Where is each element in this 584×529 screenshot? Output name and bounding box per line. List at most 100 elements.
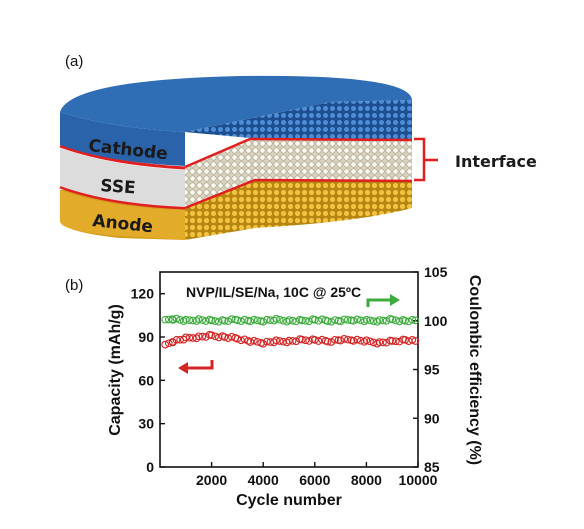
capacity-point (233, 334, 242, 343)
efficiency-point (298, 316, 306, 325)
efficiency-point (362, 315, 371, 324)
efficiency-point (331, 316, 339, 324)
left-tick-label: 120 (131, 286, 155, 302)
capacity-point (272, 336, 280, 345)
capacity-point (270, 338, 278, 347)
capacity-point (336, 336, 345, 345)
efficiency-point (192, 317, 201, 325)
anode-layer (60, 190, 185, 240)
efficiency-point (395, 317, 404, 326)
efficiency-point (292, 317, 301, 326)
capacity-point (391, 337, 400, 346)
efficiency-point (411, 316, 420, 325)
left-tick-label: 90 (138, 329, 154, 345)
capacity-point (411, 337, 420, 345)
capacity-point (161, 340, 170, 349)
cycling-chart: 2000 4000 6000 8000 10000 0 30 60 90 120 85 90 95 1… (107, 264, 483, 509)
battery-diagram: Cathode SSE Anode Interface (59, 75, 537, 240)
capacity-point (298, 335, 306, 344)
x-tick-label: 4000 (248, 472, 279, 488)
efficiency-point (275, 315, 284, 324)
right-tick-label: 95 (424, 362, 440, 378)
capacity-point (246, 338, 255, 346)
efficiency-point (391, 316, 400, 325)
capacity-point (356, 336, 365, 345)
capacity-point (194, 332, 203, 341)
right-axis-title: Coulombic efficiency (%) (466, 275, 483, 465)
capacity-point (237, 336, 245, 345)
efficiency-point (161, 315, 170, 324)
efficiency-point (220, 316, 229, 325)
efficiency-point (323, 317, 332, 325)
x-tick-label: 2000 (196, 472, 227, 488)
right-tick-label: 90 (424, 410, 440, 426)
efficiency-point (349, 316, 358, 325)
capacity-point (310, 336, 319, 344)
capacity-point (401, 336, 409, 344)
chart-title: NVP/IL/SE/Na, 10C @ 25ºC (186, 284, 361, 300)
capacity-point (262, 337, 271, 346)
interface-label: Interface (455, 152, 537, 171)
efficiency-point (388, 315, 397, 324)
efficiency-point (327, 317, 336, 326)
capacity-point (369, 338, 378, 347)
capacity-point (349, 337, 358, 345)
efficiency-point (181, 315, 190, 324)
capacity-point (314, 337, 323, 345)
capacity-point (366, 337, 374, 346)
efficiency-point (314, 316, 323, 325)
capacity-point (181, 333, 190, 342)
efficiency-point (288, 316, 297, 325)
efficiency-point (185, 316, 194, 324)
capacity-point (198, 332, 207, 341)
capacity-point (323, 337, 332, 346)
capacity-point (305, 337, 313, 345)
panel-a-label: (a) (65, 53, 83, 70)
efficiency-point (194, 315, 203, 323)
left-tick-label: 60 (138, 372, 154, 388)
left-axis-title: Capacity (mAh/g) (107, 304, 124, 436)
efficiency-point (214, 317, 223, 326)
capacity-point (275, 337, 284, 345)
efficiency-point (340, 315, 349, 324)
efficiency-point (198, 316, 207, 324)
capacity-point (362, 336, 371, 345)
right-axis-arrow (366, 294, 400, 307)
efficiency-point (262, 315, 271, 324)
capacity-point (379, 338, 387, 347)
efficiency-point (202, 317, 210, 325)
cathode-layer (60, 112, 185, 166)
x-tick-label: 10000 (399, 472, 438, 488)
panel-b-label: (b) (65, 277, 83, 294)
capacity-point (164, 339, 173, 348)
capacity-point (211, 332, 220, 341)
efficiency-point (408, 315, 417, 324)
capacity-point (288, 337, 297, 345)
efficiency-point (283, 317, 291, 326)
efficiency-point (179, 317, 188, 325)
efficiency-point (301, 316, 310, 325)
capacity-point (250, 336, 258, 345)
capacity-point (360, 337, 369, 346)
capacity-point (375, 338, 384, 346)
efficiency-point (164, 315, 173, 324)
capacity-point (283, 338, 291, 347)
efficiency-point (227, 315, 236, 324)
efficiency-point (375, 316, 384, 324)
capacity-point (301, 336, 310, 345)
left-tick-label: 0 (146, 459, 154, 475)
capacity-point (224, 334, 232, 342)
capacity-point (185, 333, 194, 342)
x-axis-title: Cycle number (236, 492, 342, 509)
capacity-point (285, 336, 293, 345)
capacity-point (388, 337, 397, 345)
efficiency-point (379, 316, 387, 325)
efficiency-point (211, 317, 220, 325)
efficiency-point (246, 317, 255, 326)
efficiency-point (279, 316, 288, 325)
efficiency-point (310, 315, 319, 324)
efficiency-point (207, 316, 216, 325)
efficiency-point (169, 316, 177, 324)
efficiency-point (253, 316, 262, 325)
